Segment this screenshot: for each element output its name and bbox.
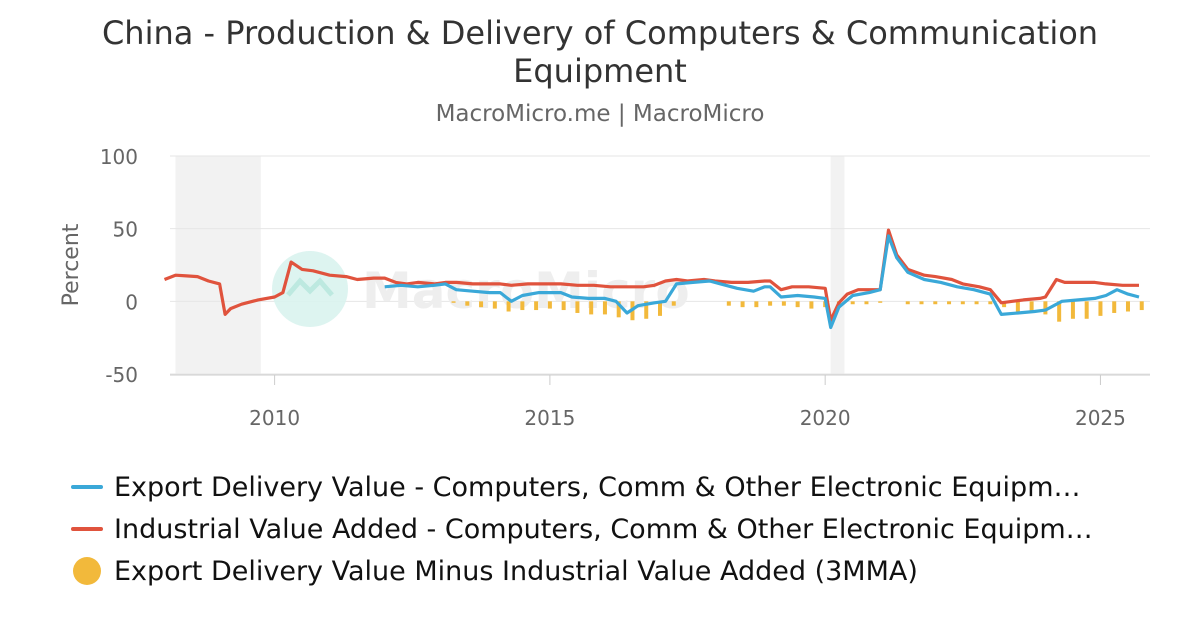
diff-bar	[520, 301, 525, 311]
legend-item-difference[interactable]: Export Delivery Value Minus Industrial V…	[70, 550, 1170, 592]
diff-bar	[1098, 301, 1103, 316]
chart-svg: -50 0 50 100 2010 2015 2020 2025 Percent MacroMic…	[59, 145, 1150, 430]
diff-bar	[575, 301, 580, 313]
diff-bar	[561, 301, 566, 311]
legend-item-export[interactable]: Export Delivery Value - Computers, Comm …	[70, 466, 1170, 508]
legend-item-industrial[interactable]: Industrial Value Added - Computers, Comm…	[70, 508, 1170, 550]
diff-bar	[671, 301, 676, 306]
diff-bar	[1125, 301, 1130, 312]
y-tick-label: 0	[125, 290, 138, 314]
legend-label: Export Delivery Value - Computers, Comm …	[114, 471, 1081, 503]
diff-bar	[492, 301, 497, 309]
recession-band	[830, 156, 845, 374]
y-axis-title: Percent	[59, 223, 84, 306]
diff-bar	[451, 301, 456, 303]
diff-bar	[465, 301, 470, 306]
diff-bar	[1043, 301, 1048, 315]
x-tick-label: 2025	[1075, 406, 1126, 430]
x-tick-label: 2015	[524, 406, 575, 430]
diff-bar	[850, 301, 855, 305]
diff-bar	[768, 301, 773, 306]
diff-bar	[658, 301, 662, 316]
x-tick-label: 2010	[249, 406, 300, 430]
diff-bar	[1112, 301, 1117, 313]
diff-bar	[1029, 301, 1034, 313]
diff-bar	[795, 301, 800, 308]
diff-bar	[726, 301, 731, 306]
diff-bar	[1070, 301, 1075, 319]
diff-bar	[602, 301, 607, 315]
industrial-value-line	[163, 228, 1139, 322]
diff-bar	[616, 301, 621, 318]
diff-bar	[988, 301, 993, 305]
diff-bar	[547, 301, 552, 309]
diff-bar	[1084, 301, 1089, 319]
y-tick-label: 50	[113, 218, 138, 242]
legend-label: Export Delivery Value Minus Industrial V…	[114, 555, 918, 587]
legend-line-icon	[70, 485, 104, 489]
diff-bar	[933, 301, 938, 305]
watermark-text: MacroMicro	[362, 262, 690, 320]
diff-bar	[1002, 301, 1007, 308]
diff-bar	[1139, 301, 1144, 311]
legend-circle-icon	[70, 557, 104, 585]
diff-bar	[754, 301, 759, 308]
diff-bar	[534, 301, 539, 311]
diff-bar	[974, 301, 979, 305]
recession-band	[175, 156, 261, 374]
legend-label: Industrial Value Added - Computers, Comm…	[114, 513, 1093, 545]
diff-bar	[644, 301, 649, 319]
diff-bar	[919, 301, 924, 305]
diff-bar	[781, 301, 786, 306]
diff-bar	[809, 301, 814, 309]
diff-bar	[878, 301, 883, 303]
diff-bar	[1015, 301, 1020, 312]
diff-bar	[479, 301, 484, 308]
y-tick-label: 100	[100, 145, 138, 169]
watermark-mountain-icon	[286, 277, 334, 297]
x-tick-label: 2020	[800, 406, 851, 430]
export-delivery-line	[384, 234, 1140, 330]
legend: Export Delivery Value - Computers, Comm …	[70, 466, 1170, 592]
diff-bar	[740, 301, 745, 308]
y-tick-label: -50	[105, 363, 138, 387]
diff-bar	[947, 301, 952, 305]
chart-subtitle: MacroMicro.me | MacroMicro	[435, 101, 765, 127]
diff-bar	[589, 301, 594, 315]
legend-line-icon	[70, 527, 104, 531]
diff-bar	[1057, 301, 1062, 322]
diff-bar	[506, 301, 511, 312]
diff-bar	[905, 301, 910, 305]
diff-bar	[864, 301, 869, 305]
diff-bar	[960, 301, 965, 305]
chart-title: China - Production & Delivery of Compute…	[101, 14, 1099, 90]
